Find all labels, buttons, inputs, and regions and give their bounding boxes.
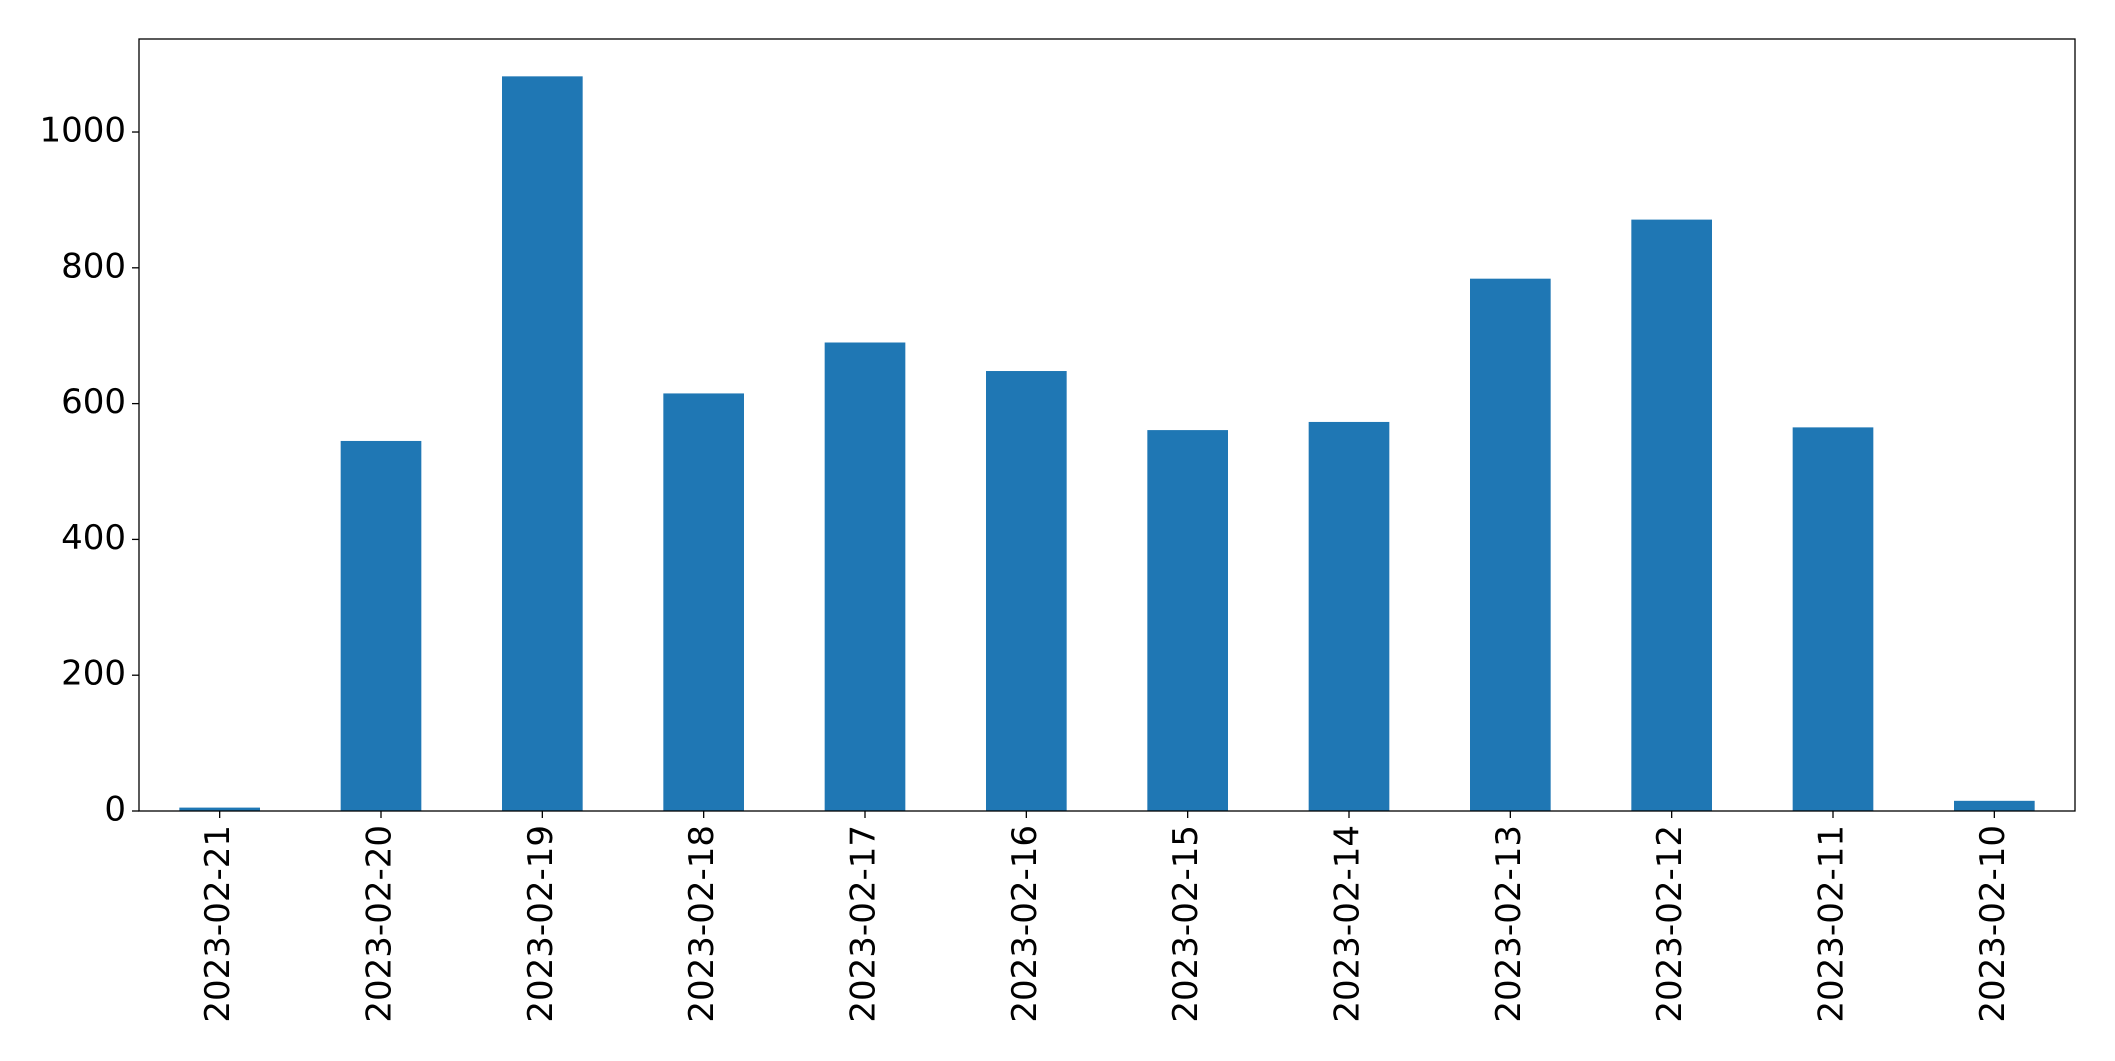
x-tick-label: 2023-02-21 xyxy=(198,825,238,1023)
x-tick-label: 2023-02-16 xyxy=(1005,825,1045,1023)
x-tick-label: 2023-02-17 xyxy=(844,825,884,1023)
bar xyxy=(1470,278,1551,811)
bar xyxy=(502,76,583,812)
bar xyxy=(1147,430,1228,811)
y-tick-label: 1000 xyxy=(39,111,126,151)
bar xyxy=(824,342,906,811)
x-tick-label: 2023-02-19 xyxy=(521,825,561,1023)
bar xyxy=(1631,219,1712,811)
x-tick-label: 2023-02-18 xyxy=(682,825,722,1023)
y-tick-label: 800 xyxy=(61,246,126,286)
bar xyxy=(986,371,1067,811)
x-tick-label: 2023-02-20 xyxy=(360,825,400,1023)
bar xyxy=(1308,421,1390,811)
bar xyxy=(1792,427,1874,811)
y-tick-label: 600 xyxy=(61,382,126,422)
bar xyxy=(179,807,260,811)
y-tick-label: 200 xyxy=(61,654,126,694)
x-tick-label: 2023-02-12 xyxy=(1650,825,1690,1023)
plot-frame xyxy=(138,38,2076,812)
y-tick-label: 400 xyxy=(61,518,126,558)
y-tick-label: 0 xyxy=(104,790,126,830)
x-tick-label: 2023-02-13 xyxy=(1489,825,1529,1023)
x-tick-label: 2023-02-10 xyxy=(1973,825,2013,1023)
x-tick-label: 2023-02-14 xyxy=(1328,825,1368,1023)
x-tick-label: 2023-02-11 xyxy=(1812,825,1852,1023)
bar xyxy=(1954,800,2035,811)
x-tick-label: 2023-02-15 xyxy=(1166,825,1206,1023)
bar xyxy=(663,393,744,811)
bar xyxy=(340,440,422,811)
